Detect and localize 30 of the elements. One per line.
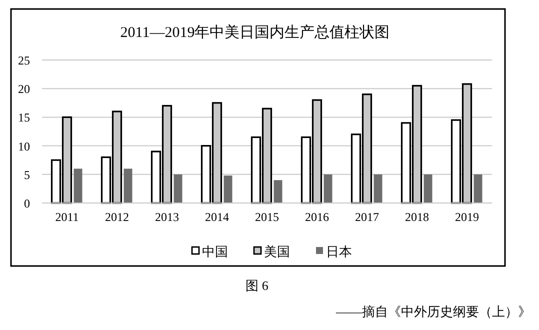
y-tick-label: 5 [24,168,30,182]
x-tick-label: 2011 [55,210,79,224]
chart-title: 2011—2019年中美日国内生产总值柱状图 [120,24,390,41]
y-tick-label: 20 [18,82,30,96]
y-tick-label: 25 [18,54,30,68]
x-tick-label: 2014 [205,210,229,224]
text: ——摘自《中外历史纲要（上）》 [335,304,531,319]
bar [474,174,482,203]
x-tick-label: 2017 [355,210,379,224]
bar [424,174,432,203]
x-tick-label: 2018 [405,210,429,224]
x-tick-label: 2012 [105,210,129,224]
x-tick-label: 2013 [155,210,179,224]
bar [274,180,282,203]
x-tick-label: 2016 [305,210,329,224]
bar [324,174,332,203]
legend-label: 中国 [202,244,228,259]
x-tick-label: 2019 [455,210,479,224]
legend-label: 美国 [264,244,290,259]
bar [174,174,182,203]
bar [224,176,232,203]
bar [374,174,382,203]
bar [74,168,82,203]
y-tick-label: 10 [18,139,30,154]
x-tick-label: 2015 [255,210,279,224]
legend-label: 日本 [326,244,352,259]
bar [124,168,132,203]
caption: 图 6 [246,278,269,293]
y-tick-label: 0 [24,196,30,210]
y-tick-label: 15 [18,110,30,125]
